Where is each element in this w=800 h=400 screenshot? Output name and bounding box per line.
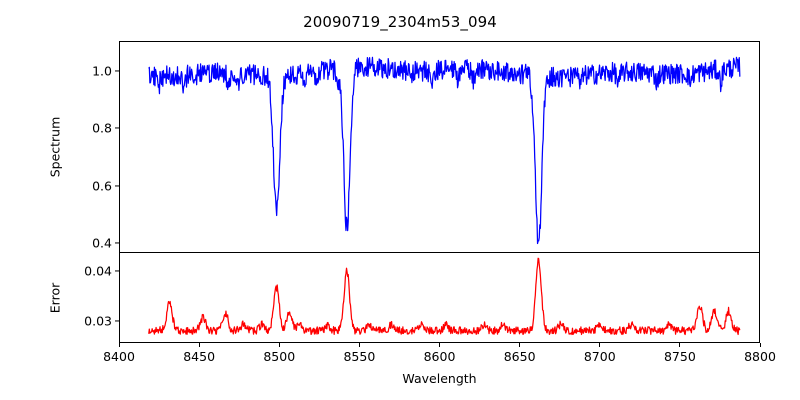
x-tick-mark bbox=[198, 343, 200, 347]
x-tick-label: 8450 bbox=[183, 349, 216, 364]
spectrum-y-tick-mark bbox=[115, 242, 119, 244]
error-y-tick-label: 0.03 bbox=[84, 313, 112, 329]
x-tick-label: 8750 bbox=[663, 349, 696, 364]
spectrum-y-tick-label: 1.0 bbox=[92, 63, 112, 79]
x-tick-label: 8400 bbox=[103, 349, 135, 364]
spectrum-y-tick-label: 0.4 bbox=[92, 235, 112, 251]
error-axes bbox=[119, 253, 760, 343]
figure-title: 20090719_2304m53_094 bbox=[303, 13, 497, 31]
spectrum-plot-surface bbox=[120, 42, 759, 252]
error-y-tick-mark bbox=[115, 320, 119, 322]
spectrum-y-tick-label: 0.6 bbox=[92, 178, 112, 194]
spectrum-y-tick-mark bbox=[115, 70, 119, 72]
x-tick-label: 8650 bbox=[503, 349, 536, 364]
x-tick-label: 8700 bbox=[583, 349, 616, 364]
x-tick-mark bbox=[278, 343, 280, 347]
x-tick-label: 8800 bbox=[744, 349, 776, 364]
spectrum-line-series bbox=[120, 42, 759, 252]
error-y-tick-mark bbox=[115, 270, 119, 272]
x-tick-mark bbox=[599, 343, 601, 347]
error-line-series bbox=[120, 253, 759, 342]
x-tick-label: 8600 bbox=[423, 349, 456, 364]
x-tick-mark bbox=[358, 343, 360, 347]
x-tick-mark bbox=[439, 343, 441, 347]
spectrum-y-tick-mark bbox=[115, 185, 119, 187]
error-y-tick-label: 0.04 bbox=[84, 263, 112, 279]
x-tick-mark bbox=[118, 343, 120, 347]
error-axis-label: Error bbox=[47, 282, 63, 314]
spectrum-axes bbox=[119, 41, 760, 253]
spectrum-y-tick-label: 0.8 bbox=[92, 120, 112, 136]
x-tick-label: 8550 bbox=[343, 349, 376, 364]
x-tick-mark bbox=[679, 343, 681, 347]
spectrum-y-tick-mark bbox=[115, 127, 119, 129]
x-axis-label: Wavelength bbox=[402, 371, 477, 386]
x-tick-mark bbox=[759, 343, 761, 347]
error-plot-surface bbox=[120, 253, 759, 342]
x-tick-mark bbox=[519, 343, 521, 347]
x-tick-label: 8500 bbox=[263, 349, 296, 364]
spectrum-axis-label: Spectrum bbox=[47, 116, 63, 178]
